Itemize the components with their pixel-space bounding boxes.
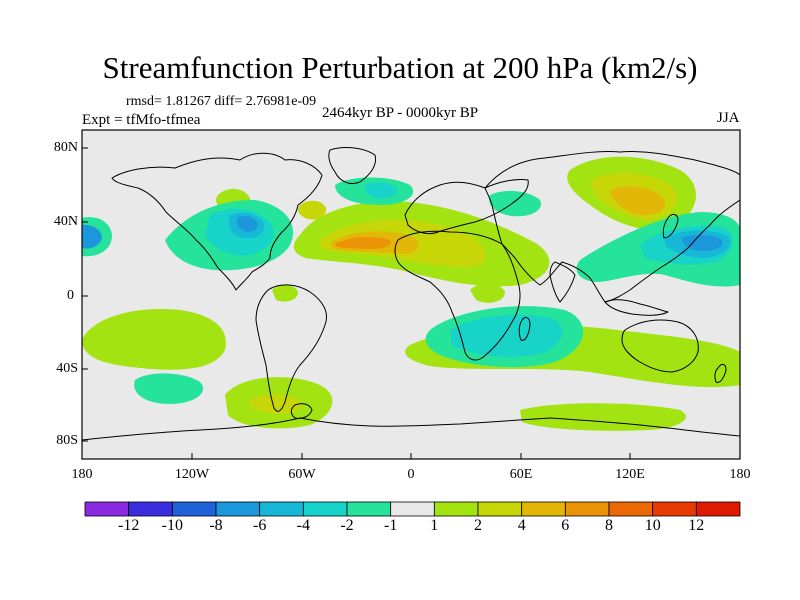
colorbar-label-2: -8 [209,517,223,534]
colorbar-label-1: -10 [161,517,183,534]
positive-region-south-pacific [82,309,226,370]
coast-north-america [111,152,323,291]
positive-region-southern-ocean [520,403,686,431]
positive-region-north-atlantic [297,200,327,220]
colorbar-label-11: 8 [605,517,613,534]
colorbar-label-12: 10 [644,517,661,534]
axis-ticks [81,147,741,459]
negative-core-north-america-3 [236,215,258,232]
season-label: JJA [717,110,740,126]
colorbar-box-3 [215,501,261,517]
colorbar-box-13 [652,501,697,517]
colorbar-box-4 [259,501,304,517]
negative-core-west-pacific-3 [682,234,723,252]
ytick-80s: 80S [56,433,78,448]
coast-south-america [255,284,327,412]
coast-europe [404,179,529,235]
coast-antarctic-peninsula [290,403,313,419]
ytick-0: 0 [67,288,74,303]
colorbar-box-8 [433,501,479,517]
map-title: Streamfunction Perturbation at 200 hPa (… [102,50,698,85]
colorbar-box-10 [521,501,566,517]
period-label: 2464kyr BP - 0000kyr BP [322,105,479,121]
colorbar-label-8: 2 [474,517,482,534]
colorbar-label-9: 4 [517,517,526,534]
coast-greenland [328,147,377,185]
colorbar-box-14 [695,501,741,517]
colorbar-box-1 [128,501,173,517]
positive-core-south-atlantic [249,394,301,414]
colorbar-label-7: 1 [430,517,439,534]
colorbar-box-12 [608,501,654,517]
coast-new-zealand [714,363,727,383]
positive-core-atlantic-africa-3 [335,236,391,250]
negative-core-south-indian [450,314,563,357]
colorbar-label-3: -6 [253,517,267,534]
coast-japan [662,213,679,239]
negative-core-dateline-west [82,224,102,249]
coast-indonesia [604,299,669,316]
coast-madagascar [518,317,531,341]
xtick-0: 0 [407,467,415,482]
colorbar-box-5 [302,501,348,517]
colorbar-label-0: -12 [118,517,140,534]
negative-core-north-atlantic [364,182,398,199]
colorbar-label-6: -1 [384,517,398,534]
xtick-120e: 120E [615,467,645,482]
coast-india [549,261,576,303]
colorbar-box-11 [564,501,610,517]
colorbar-label-13: 12 [688,517,705,534]
ytick-40n: 40N [53,214,78,229]
positive-region-equatorial-africa [470,283,505,303]
map-area [82,130,740,459]
ytick-80n: 80N [53,140,78,155]
negative-region-south-pacific [134,373,204,404]
colorbar-box-6 [346,501,392,517]
xtick-180w: 180 [71,467,93,482]
coast-africa [394,230,521,361]
colorbar [84,501,741,517]
colorbar-box-2 [171,501,217,517]
xtick-60w: 60W [288,467,316,482]
coast-antarctica [82,417,740,441]
stats-text: rmsd= 1.81267 diff= 2.76981e-09 [126,94,317,109]
colorbar-box-7 [390,501,435,517]
positive-region-equatorial-americas [272,284,298,302]
coastlines [82,147,740,441]
colorbar-box-0 [84,501,130,517]
ytick-40s: 40S [56,361,78,376]
xtick-60e: 60E [509,467,533,482]
colorbar-box-9 [477,501,523,517]
colorbar-label-4: -4 [296,517,310,534]
xtick-120w: 120W [174,467,210,482]
positive-core-east-asia-2 [610,186,666,216]
colorbar-label-5: -2 [340,517,354,534]
coast-asia [484,151,740,303]
experiment-label: Expt = tfMfo-tfmea [82,112,201,128]
colorbar-label-10: 6 [561,517,570,534]
xtick-180e: 180 [729,467,751,482]
coast-australia [621,319,699,373]
